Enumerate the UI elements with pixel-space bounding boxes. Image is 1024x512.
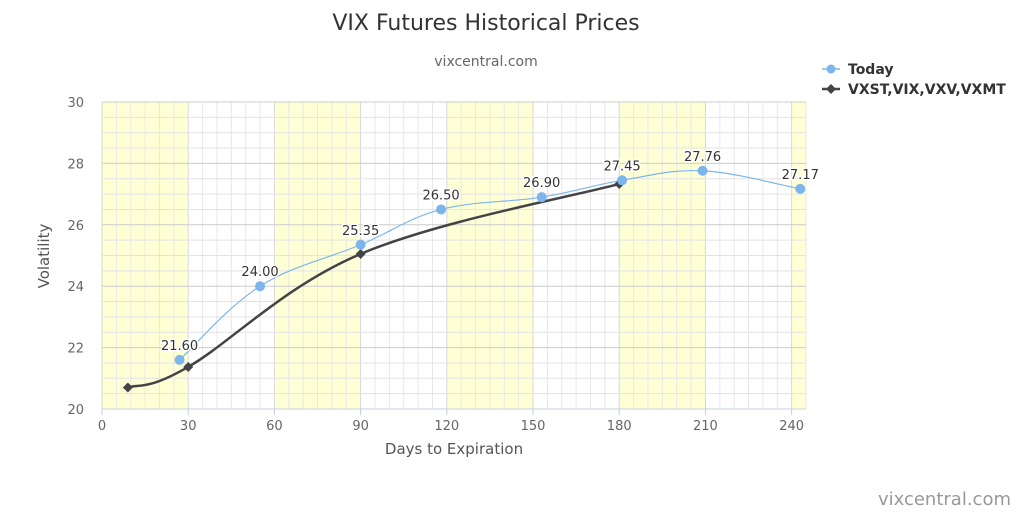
y-tick-label: 26 [67,219,84,234]
legend-item-vix-indices[interactable]: VXST,VIX,VXV,VXMT [822,82,1006,98]
today-data-label: 27.17 [782,168,819,183]
today-data-label: 26.90 [523,176,560,191]
x-tick-label: 30 [180,419,197,434]
today-data-label: 27.76 [684,150,721,165]
today-data-label: 25.35 [342,224,379,239]
today-point [697,165,708,176]
legend-vix-label: VXST,VIX,VXV,VXMT [848,82,1006,98]
x-tick-label: 210 [693,419,718,434]
today-data-label: 27.45 [603,159,640,174]
y-tick-label: 22 [67,342,84,357]
series-lines [127,169,801,389]
x-tick-label: 120 [434,419,459,434]
y-tick-label: 28 [67,157,84,172]
x-tick-label: 60 [266,419,283,434]
credit-text[interactable]: vixcentral.com [878,489,1011,510]
y-tick-label: 24 [67,280,84,295]
legend-item-today[interactable]: Today [822,62,893,78]
y-tick-label: 20 [67,403,84,418]
x-tick-label: 90 [352,419,369,434]
x-tick-label: 240 [779,419,804,434]
legend-today-label: Today [848,62,893,78]
vix-indices-point [122,382,133,393]
chart-subtitle: vixcentral.com [434,54,537,70]
today-data-label: 24.00 [241,265,278,280]
series-line-vix-indices [127,182,620,389]
legend-vix-marker [826,84,836,94]
today-point [174,354,185,365]
vix-indices-point [183,361,194,372]
series-line-today [179,169,801,361]
data-labels: 21.60 24.00 25.35 26.50 26.90 27.45 27.76 27.17 [159,148,820,355]
today-point [355,239,366,250]
x-axis-label: Days to Expiration [385,440,523,458]
today-point [795,183,806,194]
today-data-label: 26.50 [422,188,459,203]
today-data-label: 21.60 [161,339,198,354]
grid-lines [101,101,807,410]
x-axis-ticks: 0 30 60 90 120 150 180 210 240 [98,409,804,434]
today-point [436,204,447,215]
today-point [617,175,628,186]
legend-today-marker [826,64,836,74]
y-axis-ticks: 20 22 24 26 28 30 [67,96,84,418]
series-markers [122,165,806,393]
today-point [255,281,266,292]
x-tick-label: 180 [607,419,632,434]
vix-indices-point [355,248,366,259]
x-tick-label: 0 [98,419,106,434]
y-tick-label: 30 [67,96,84,111]
y-axis-label: Volatility [35,223,53,288]
x-tick-label: 150 [521,419,546,434]
today-point [536,192,547,203]
chart-title: VIX Futures Historical Prices [332,11,639,36]
legend: Today VXST,VIX,VXV,VXMT [822,62,1006,98]
